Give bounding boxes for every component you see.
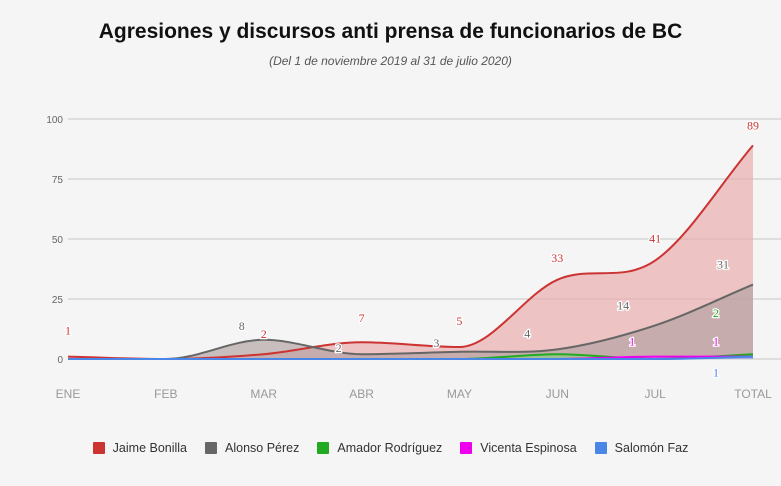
series-area-alonso-perez: [68, 284, 753, 359]
legend-item-salomon-faz: Salomón Faz: [594, 441, 689, 455]
data-label-salomon-faz: 1: [713, 366, 719, 380]
data-label-alonso-perez: 3: [433, 336, 439, 350]
data-label-alonso-perez: 4: [524, 326, 530, 340]
chart-title: Agresiones y discursos anti prensa de fu…: [98, 20, 683, 43]
legend-label: Alonso Pérez: [225, 441, 300, 455]
chart-subtitle: (Del 1 de noviembre 2019 al 31 de julio …: [269, 54, 512, 68]
legend-swatch: [92, 442, 105, 454]
y-tick-label: 75: [52, 175, 64, 186]
legend-label: Salomón Faz: [614, 441, 689, 455]
legend-item-vicenta-espinosa: Vicenta Espinosa: [460, 441, 577, 455]
line-layer: [67, 144, 754, 361]
x-tick-label: ABR: [349, 387, 374, 401]
data-label-alonso-perez: 2: [336, 341, 342, 355]
legend-swatch: [205, 442, 218, 454]
label-layer: 1 2 7 5 33 41 89 8 2 3 4 14 31 2 1 1 1: [64, 117, 761, 381]
x-tick-label: JUL: [644, 387, 666, 401]
data-label-jaime-bonilla: 89: [747, 118, 759, 132]
legend-label: Amador Rodríguez: [337, 441, 443, 455]
data-label-jaime-bonilla: 41: [649, 232, 661, 246]
data-label-amador-rodriguez: 2: [713, 306, 719, 320]
data-label-alonso-perez: 14: [617, 298, 629, 312]
data-label-alonso-perez: 8: [239, 319, 245, 333]
series-line-alonso-perez: [68, 283, 754, 361]
x-tick-label: FEB: [154, 387, 177, 401]
chart-legend: Jaime Bonilla Alonso Pérez Amador Rodrígue…: [0, 441, 781, 455]
legend-item-alonso-perez: Alonso Pérez: [205, 441, 299, 455]
y-tick-label: 100: [46, 115, 63, 126]
data-label-jaime-bonilla: 33: [551, 251, 563, 265]
x-tick-label: MAY: [447, 387, 472, 401]
data-label-jaime-bonilla: 7: [359, 311, 365, 325]
y-tick-label: 0: [57, 355, 63, 366]
x-tick-label: JUN: [546, 387, 569, 401]
y-tick-label: 50: [52, 235, 64, 246]
data-label-jaime-bonilla: 1: [65, 324, 71, 338]
legend-swatch: [460, 442, 473, 454]
data-label-alonso-perez: 31: [717, 258, 729, 272]
x-tick-label: ENE: [56, 387, 81, 401]
x-tick-label: MAR: [250, 387, 277, 401]
x-tick-label: TOTAL: [734, 387, 772, 401]
legend-item-jaime-bonilla: Jaime Bonilla: [92, 441, 188, 455]
data-label-vicenta-espinosa: 1: [629, 335, 635, 349]
data-label-jaime-bonilla: 5: [456, 314, 462, 328]
legend-swatch: [317, 442, 330, 454]
legend-label: Jaime Bonilla: [112, 441, 188, 455]
legend-label: Vicenta Espinosa: [480, 441, 577, 455]
data-label-vicenta-espinosa: 1: [713, 335, 719, 349]
legend-swatch: [594, 442, 607, 454]
series-line-salomon-faz: [68, 355, 754, 361]
data-label-jaime-bonilla: 2: [261, 327, 267, 341]
axis-layer: ENE FEB MAR ABR MAY JUN JUL TOTAL: [56, 387, 772, 401]
series-area-jaime-bonilla: [68, 145, 753, 359]
legend-item-amador-rodriguez: Amador Rodríguez: [317, 441, 442, 455]
y-tick-label: 25: [52, 295, 64, 306]
